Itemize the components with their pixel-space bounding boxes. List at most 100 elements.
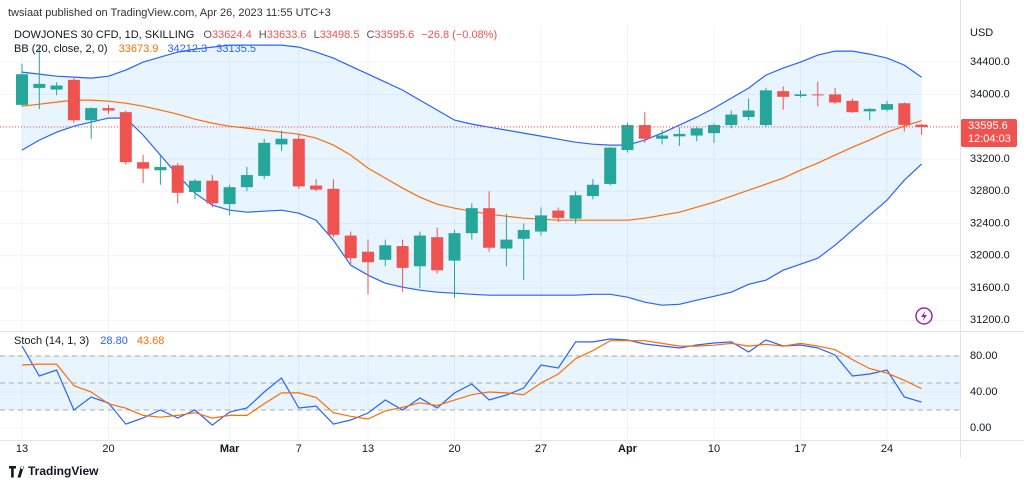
candle-body xyxy=(85,108,98,121)
candle-body xyxy=(362,251,374,263)
legend-value: 33673.9 xyxy=(119,43,159,55)
y-tick-label: 80.00 xyxy=(970,350,998,362)
candle-body xyxy=(465,208,478,234)
ohlc-letter: H xyxy=(259,29,267,41)
last-price-label: 33595.6 xyxy=(968,120,1008,132)
indicator-name: Stoch (14, 1, 3) xyxy=(14,335,89,347)
y-tick-label: 31600.0 xyxy=(970,282,1010,294)
x-tick-label: 27 xyxy=(535,443,547,455)
bb-line xyxy=(21,44,922,146)
candle-body xyxy=(413,235,426,267)
candle-body xyxy=(33,83,46,88)
x-tick-label: 10 xyxy=(708,443,720,455)
candle-body xyxy=(552,210,565,218)
y-tick-label: 0.00 xyxy=(970,422,991,434)
bb-fill xyxy=(22,45,922,306)
candle-body xyxy=(189,180,201,193)
symbol: DOWJONES 30 CFD, 1D, SKILLING xyxy=(14,29,194,41)
candle-body xyxy=(240,175,253,188)
indicator-name: BB (20, close, 2, 0) xyxy=(14,43,108,55)
change: −26.8 (−0.08%) xyxy=(421,29,497,41)
candle-body xyxy=(258,142,271,176)
candle-body xyxy=(759,90,772,126)
candle-body xyxy=(448,233,461,261)
x-tick-label: Apr xyxy=(618,443,638,455)
candle-body xyxy=(223,187,236,205)
last-price-box xyxy=(961,119,1017,148)
stoch-line xyxy=(21,340,922,420)
ohlc-value: 33595.6 xyxy=(374,29,414,41)
candle-body xyxy=(327,188,340,235)
candle-body xyxy=(102,108,115,111)
stoch-line xyxy=(21,338,922,426)
legend-value: 33135.5 xyxy=(216,43,256,55)
bb-legend: BB (20, close, 2, 0) 33673.9 34212.3 331… xyxy=(14,43,256,55)
x-tick-label: 13 xyxy=(362,443,374,455)
candle-body xyxy=(171,165,184,193)
stoch-legend: Stoch (14, 1, 3) 28.80 43.68 xyxy=(14,335,164,347)
countdown-label: 12:04:03 xyxy=(968,133,1011,145)
y-tick-label: 33200.0 xyxy=(970,153,1010,165)
candle-body xyxy=(673,133,686,137)
y-tick-label: 32800.0 xyxy=(970,185,1010,197)
candle-body xyxy=(379,245,392,260)
x-tick-label: 20 xyxy=(102,443,114,455)
candle-body xyxy=(137,162,150,169)
candle-body xyxy=(275,138,288,145)
footer-logo: TradingView xyxy=(9,464,99,478)
ohlc-letter: O xyxy=(203,29,212,41)
x-tick-label: 24 xyxy=(881,443,893,455)
candle-body xyxy=(690,128,703,136)
legend-value: 34212.3 xyxy=(167,43,207,55)
candle-body xyxy=(431,237,444,271)
icon-bolt xyxy=(921,310,927,322)
candle-body xyxy=(344,235,357,259)
candle-body xyxy=(292,138,305,187)
candle-body xyxy=(881,104,893,110)
candle-body xyxy=(483,208,496,248)
currency-label: USD xyxy=(970,27,993,39)
stoch-layer xyxy=(0,338,960,426)
candle-body xyxy=(708,125,720,134)
candle-body xyxy=(898,103,911,125)
candle-body xyxy=(656,135,669,139)
publisher-line: twsiaat published on TradingView.com, Ap… xyxy=(8,7,331,19)
candle-body xyxy=(915,124,928,128)
candle-body xyxy=(500,239,513,249)
candle-body xyxy=(206,180,219,204)
candle-body xyxy=(310,185,323,190)
candle-body xyxy=(396,246,409,268)
candle-body xyxy=(535,215,547,232)
replay-icon[interactable] xyxy=(915,307,933,325)
candle-body xyxy=(621,125,634,151)
ohlc-value: 33633.6 xyxy=(267,29,307,41)
candle-body xyxy=(846,100,859,113)
candle-body xyxy=(586,184,599,197)
mark-layer xyxy=(0,45,960,298)
candle-body xyxy=(517,229,530,239)
candle-body xyxy=(16,74,28,105)
x-tick-label: 17 xyxy=(794,443,806,455)
x-tick-label: Mar xyxy=(220,443,240,455)
footer-text: TradingView xyxy=(28,464,99,478)
ohlc-value: 33498.5 xyxy=(320,29,360,41)
candle-body xyxy=(154,167,167,171)
candle-body xyxy=(604,147,617,184)
ohlc-value: 33624.4 xyxy=(212,29,252,41)
candle-body xyxy=(638,125,651,139)
y-tick-label: 31200.0 xyxy=(970,314,1010,326)
y-tick-label: 34400.0 xyxy=(970,56,1010,68)
legend-value: 43.68 xyxy=(137,335,165,347)
candle-body xyxy=(794,94,807,97)
candle-body xyxy=(569,195,582,219)
candle-body xyxy=(50,85,63,90)
candle-body xyxy=(119,112,132,163)
fill-layer xyxy=(21,44,923,306)
y-tick-label: 40.00 xyxy=(970,386,998,398)
legend-value: 28.80 xyxy=(100,335,128,347)
candle-body xyxy=(777,91,790,97)
y-tick-label: 32000.0 xyxy=(970,250,1010,262)
text-layer: 13 20 Mar 7 13 20 27 Apr 10 17 24 31200.0 31600.0 320… xyxy=(16,56,1017,455)
candle-body xyxy=(829,94,842,103)
